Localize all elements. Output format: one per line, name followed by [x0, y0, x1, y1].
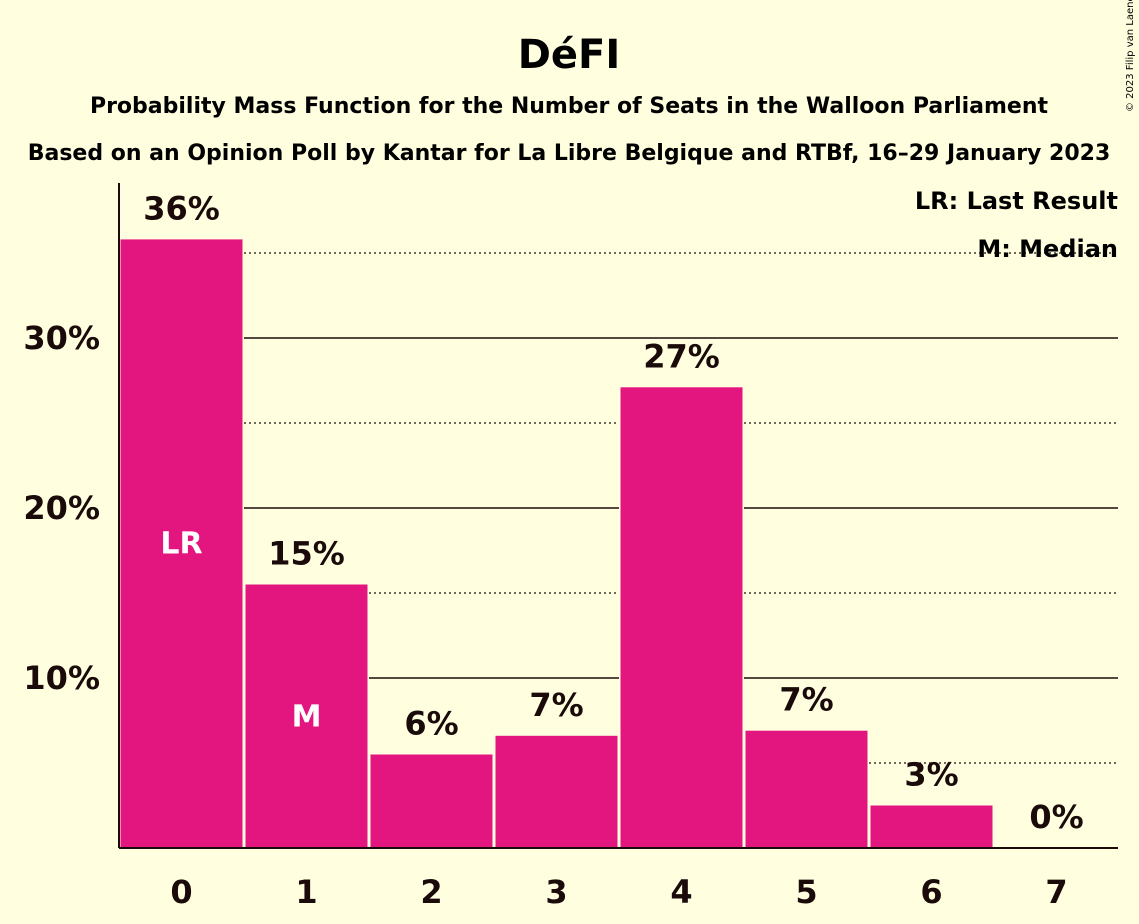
x-tick-label: 2: [420, 873, 442, 911]
copyright-notice: © 2023 Filip van Laenen: [1125, 0, 1136, 112]
bar-value-label: 0%: [1029, 798, 1083, 836]
axes: [118, 183, 1118, 849]
bar-value-label: 36%: [143, 189, 220, 227]
x-tick-label: 7: [1045, 873, 1067, 911]
chart-title: DéFI: [518, 32, 621, 78]
chart-subtitle-1: Probability Mass Function for the Number…: [90, 94, 1049, 119]
x-tick-label: 4: [670, 873, 692, 911]
bar-value-label: 7%: [779, 681, 833, 719]
bar: [495, 735, 618, 848]
last-result-marker: LR: [160, 527, 202, 562]
bar: [120, 239, 243, 848]
x-tick-label: 5: [795, 873, 817, 911]
bar-value-label: 6%: [404, 705, 458, 743]
bars: [119, 236, 994, 848]
x-tick-label: 0: [170, 873, 192, 911]
x-tick-label: 1: [295, 873, 317, 911]
bar-value-label: 7%: [529, 686, 583, 724]
legend-last-result: LR: Last Result: [915, 187, 1118, 215]
bar: [870, 805, 993, 848]
bar-value-label: 3%: [904, 756, 958, 794]
y-tick-label: 30%: [23, 319, 100, 357]
legend-median: M: Median: [977, 235, 1118, 263]
bar-value-label: 15%: [268, 535, 345, 573]
x-tick-label: 3: [545, 873, 567, 911]
y-tick-label: 10%: [23, 659, 100, 697]
bar-value-label: 27%: [643, 337, 720, 375]
x-tick-label: 6: [920, 873, 942, 911]
bar: [620, 387, 743, 848]
bar: [370, 754, 493, 848]
y-tick-label: 20%: [23, 489, 100, 527]
chart-subtitle-2: Based on an Opinion Poll by Kantar for L…: [28, 141, 1111, 166]
median-marker: M: [292, 699, 322, 734]
bar: [245, 584, 368, 848]
bar: [745, 730, 868, 848]
